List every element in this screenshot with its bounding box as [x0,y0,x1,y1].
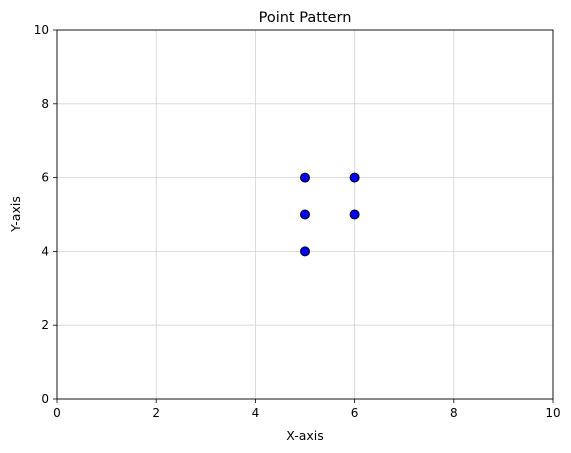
y-tick-label: 8 [41,97,49,111]
data-point [349,172,360,183]
x-tick-label: 0 [53,406,61,420]
y-axis-label: Y-axis [8,196,23,233]
y-tick-label: 4 [41,244,49,258]
x-tick-label: 8 [450,406,458,420]
x-tick-label: 6 [351,406,359,420]
chart-title: Point Pattern [259,10,352,26]
data-point [300,172,310,183]
data-points [300,172,360,257]
x-tick-label: 2 [152,406,160,420]
x-axis-ticks: 0 2 4 6 8 10 [53,399,561,420]
y-tick-label: 0 [41,392,49,406]
x-tick-label: 4 [252,406,260,420]
x-tick-label: 10 [545,406,560,420]
plot-frame [56,29,554,400]
data-point [349,209,360,220]
y-tick-label: 10 [34,23,49,37]
data-point [300,246,310,257]
y-tick-label: 2 [41,318,49,332]
x-axis-label: X-axis [286,428,324,443]
y-tick-label: 6 [41,171,49,185]
data-point [300,209,310,220]
y-axis-ticks: 0 2 4 6 8 10 [34,23,57,406]
